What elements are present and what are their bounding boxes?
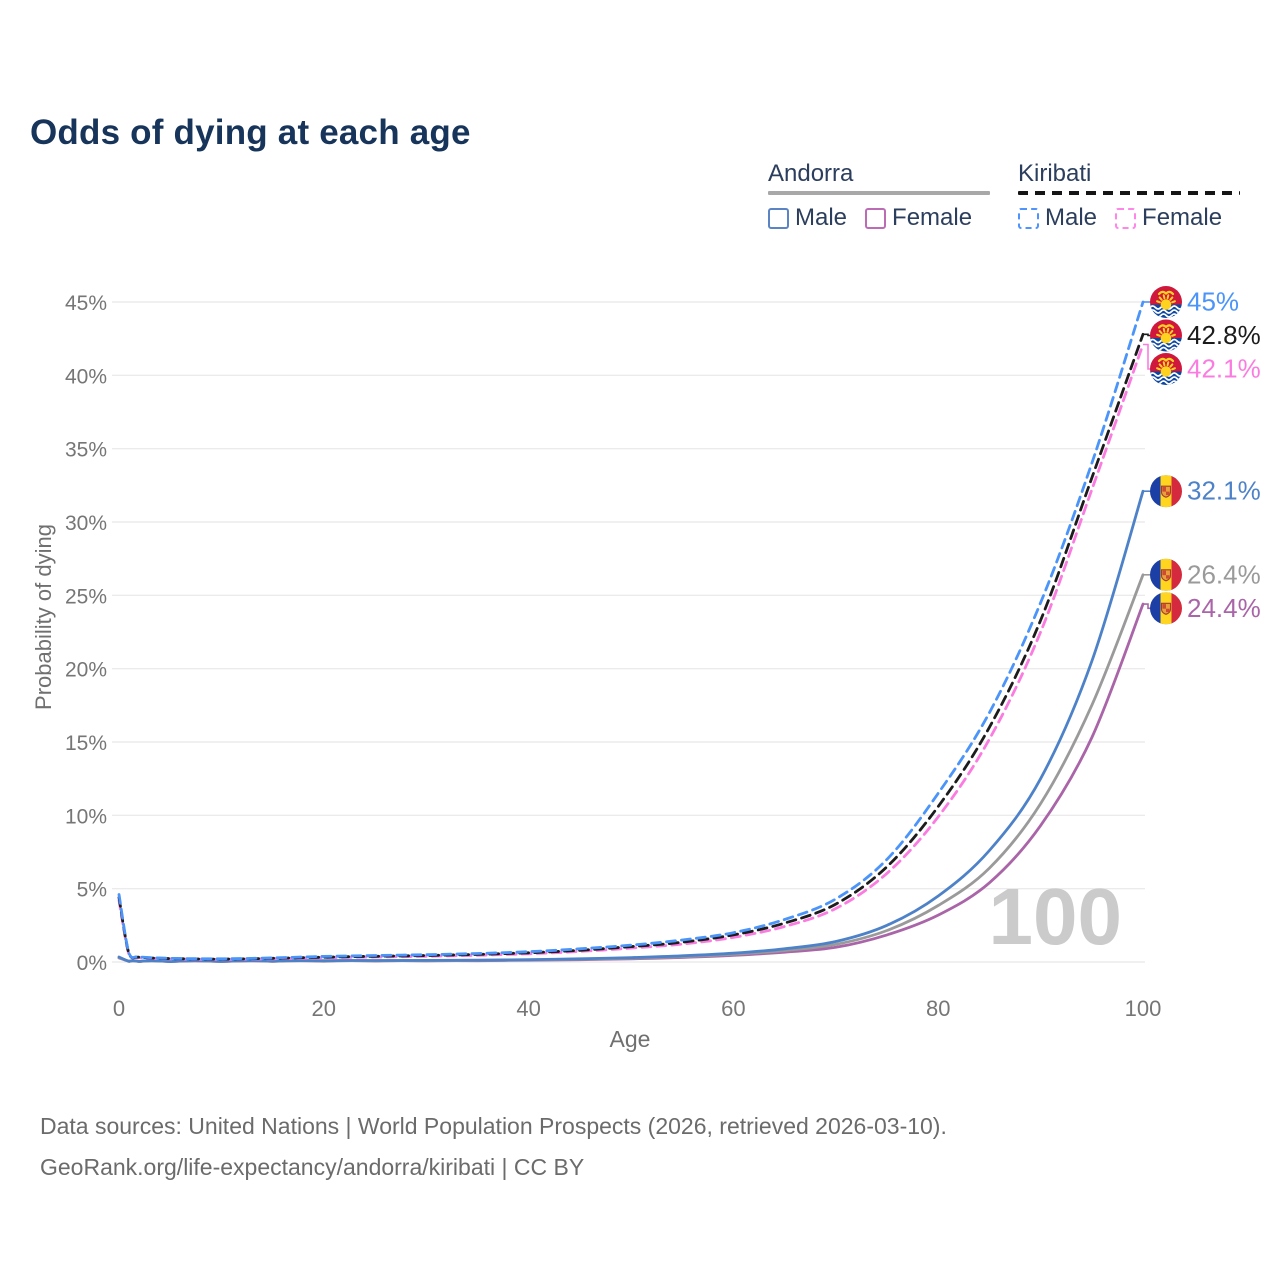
- legend-swatch-andorra-female: [865, 207, 887, 229]
- legend-item-label: Male: [795, 204, 848, 231]
- y-tick-label: 5%: [77, 879, 107, 902]
- legend-group-kiribati: Kiribati Male Female: [1018, 160, 1241, 232]
- legend-underline-andorra: [768, 191, 991, 195]
- footer-attribution[interactable]: GeoRank.org/life-expectancy/andorra/kiri…: [40, 1154, 585, 1180]
- end-value-label-kiribati-female: 42.1%: [1187, 354, 1261, 384]
- series-line-kiribati-both-sexes[interactable]: [117, 332, 1145, 961]
- kiribati-flag-icon: [1150, 286, 1182, 318]
- y-tick-label: 10%: [65, 805, 107, 828]
- x-tick-label: 40: [516, 996, 540, 1021]
- andorra-flag-icon: [1150, 558, 1182, 591]
- x-axis-title: Age: [609, 1026, 651, 1052]
- x-tick-label: 20: [312, 996, 336, 1021]
- legend-country-label-kiribati: Kiribati: [1018, 160, 1092, 187]
- age-watermark: 100: [989, 872, 1122, 961]
- legend-underline-kiribati: [1018, 191, 1241, 195]
- y-tick-label: 0%: [77, 952, 107, 975]
- x-tick-label: 60: [721, 996, 745, 1021]
- legend-item-kiribati-female[interactable]: Female: [1115, 204, 1222, 232]
- legend-item-label: Female: [1142, 204, 1223, 231]
- legend-item-andorra-male[interactable]: Male: [768, 204, 847, 232]
- kiribati-flag-icon: [1150, 353, 1182, 385]
- legend-item-andorra-female[interactable]: Female: [865, 204, 972, 232]
- legend-swatch-kiribati-male: [1018, 207, 1039, 229]
- end-value-label-andorra-female: 24.4%: [1187, 593, 1261, 623]
- y-tick-label: 45%: [65, 292, 107, 315]
- legend-swatch-kiribati-female: [1115, 207, 1137, 229]
- x-tick-label: 80: [926, 996, 950, 1021]
- legend-country-kiribati[interactable]: Kiribati: [1018, 160, 1241, 195]
- andorra-flag-icon: [1150, 475, 1182, 508]
- y-axis-title: Probability of dying: [31, 524, 56, 710]
- y-tick-label: 25%: [65, 585, 107, 608]
- y-tick-label: 20%: [65, 659, 107, 682]
- y-tick-label: 30%: [65, 512, 107, 535]
- x-tick-label: 100: [1125, 996, 1162, 1021]
- kiribati-flag-icon: [1150, 319, 1182, 352]
- end-value-label-andorra-both-sexes: 26.4%: [1187, 559, 1261, 589]
- end-value-label-kiribati-both-sexes: 42.8%: [1187, 320, 1261, 350]
- legend-country-andorra[interactable]: Andorra: [768, 160, 991, 195]
- end-value-label-andorra-male: 32.1%: [1187, 476, 1261, 506]
- x-tick-label: 0: [113, 996, 125, 1021]
- footer: Data sources: United Nations | World Pop…: [40, 1106, 947, 1188]
- legend-item-label: Male: [1045, 204, 1098, 231]
- y-tick-label: 40%: [65, 365, 107, 388]
- series-line-andorra-male[interactable]: [117, 489, 1145, 964]
- footer-data-sources: Data sources: United Nations | World Pop…: [40, 1113, 947, 1139]
- andorra-flag-icon: [1150, 592, 1182, 625]
- y-tick-label: 15%: [65, 732, 107, 755]
- legend-item-label: Female: [892, 204, 973, 231]
- legend-group-andorra: Andorra Male Female: [768, 160, 991, 232]
- legend-swatch-andorra-male: [768, 207, 789, 229]
- end-value-label-kiribati-male: 45%: [1187, 287, 1239, 317]
- page-title: Odds of dying at each age: [30, 113, 471, 153]
- y-tick-label: 35%: [65, 439, 107, 462]
- series-line-kiribati-male[interactable]: [117, 300, 1145, 961]
- legend-item-kiribati-male[interactable]: Male: [1018, 204, 1097, 232]
- legend-country-label-andorra: Andorra: [768, 160, 854, 187]
